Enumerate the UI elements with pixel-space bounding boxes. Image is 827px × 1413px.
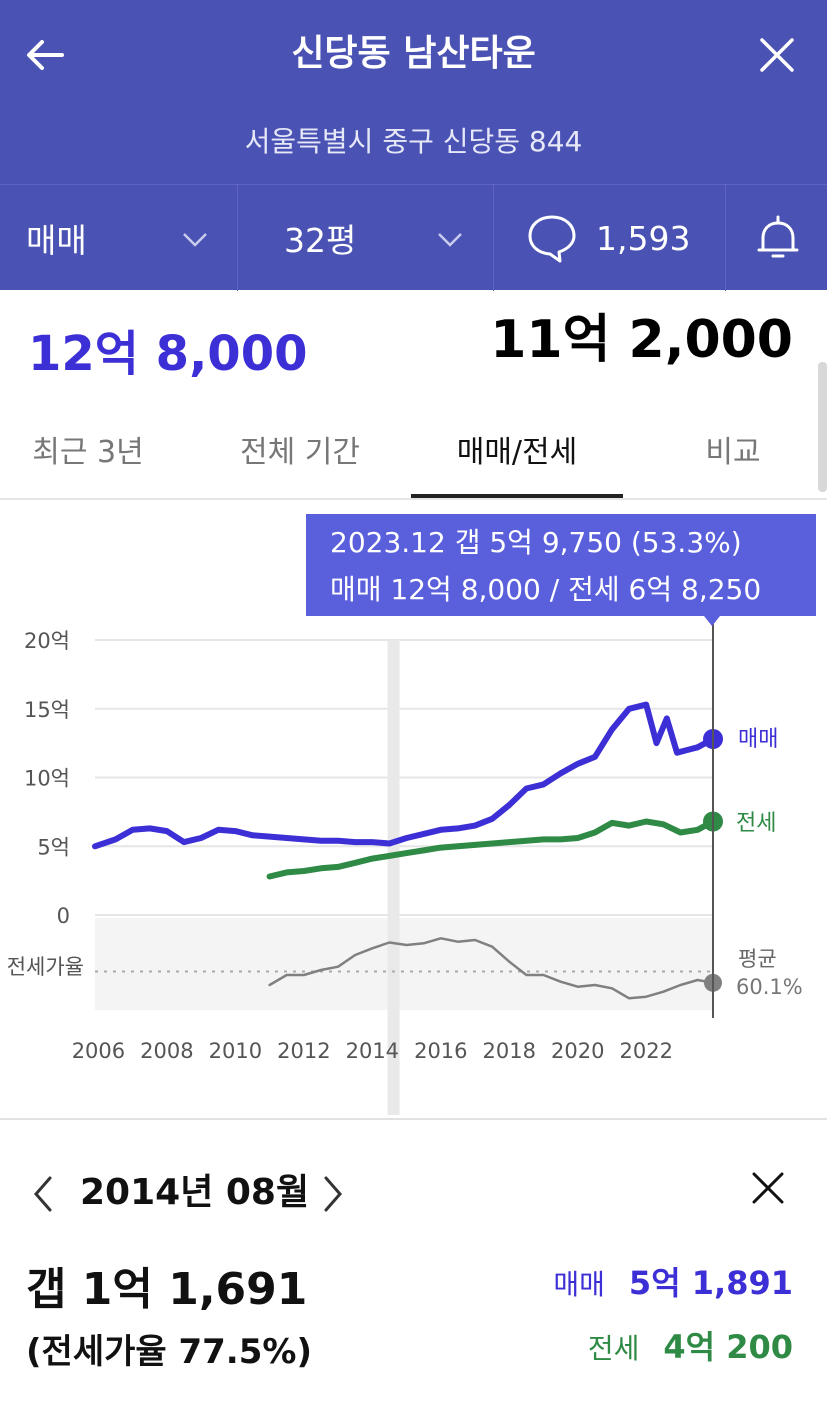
ratio-axis-label: 전세가율 [7,955,84,979]
highlight-column [387,640,400,1115]
gap-amount: 갭 1억 1,691 [26,1264,308,1315]
page-title: 신당동 남산타운 [291,33,536,74]
jeonse-value: 4억 200 [663,1328,793,1366]
active-tab-indicator [411,494,623,498]
close-icon[interactable] [748,1168,788,1208]
tooltip-box [306,514,816,616]
speech-bubble-icon [528,215,576,263]
x-tick-label: 2010 [209,1039,262,1063]
y-tick-label: 0 [57,904,70,928]
jeonse-price-line [266,818,716,880]
filter-divider [493,185,494,291]
app-header: 신당동 남산타운 서울특별시 중구 신당동 844 매매 32평 1,593 [0,0,827,291]
ratio-average-value: 60.1% [736,975,803,999]
jeonse-ratio: (전세가율 77.5%) [26,1332,312,1372]
size-value: 32평 [284,221,357,260]
tooltip-line-2: 매매 12억 8,000 / 전세 6억 8,250 [330,573,761,606]
jeonse-price-row: 전세 4억 200 [588,1322,793,1378]
scrollbar[interactable] [818,362,827,492]
chart-bottom-divider [0,1118,827,1120]
y-tick-label: 5억 [37,835,70,859]
close-icon[interactable] [754,32,800,78]
y-tick-label: 10억 [24,767,70,791]
address-text: 서울특별시 중구 신당동 844 [244,125,583,158]
secondary-price: 11억 2,000 [490,310,793,370]
selected-month: 2014년 08월 [80,1172,310,1213]
tab-compare[interactable]: 비교 [705,435,761,470]
chevron-down-icon [183,233,207,247]
x-tick-label: 2016 [414,1039,467,1063]
size-dropdown[interactable]: 32평 [284,185,474,291]
tab-sale-jeonse[interactable]: 매매/전세 [456,435,578,470]
filter-divider [725,185,726,291]
sale-value: 5억 1,891 [628,1264,793,1302]
jeonse-ratio-line [268,937,715,1000]
tab-recent-3-years[interactable]: 최근 3년 [32,435,144,470]
sale-price-line [92,701,716,850]
x-tick-label: 2014 [346,1039,399,1063]
price-chart[interactable]: 20억 15억 10억 5억 0 2006 2008 2010 2012 2014 2016 2018… [0,500,827,1120]
tooltip-pointer [704,616,720,626]
x-tick-label: 2006 [72,1039,125,1063]
sale-label: 매매 [553,1268,605,1301]
chevron-down-icon [438,233,462,247]
x-tick-label: 2022 [620,1039,673,1063]
bell-icon [757,215,799,258]
period-tabs: 최근 3년 전체 기간 매매/전세 비교 [0,400,827,500]
comment-count: 1,593 [596,218,691,258]
ratio-average-label: 평균 [738,947,777,971]
series-label-jeonse: 전세 [736,811,776,836]
x-tick-label: 2018 [483,1039,536,1063]
current-sale-price: 12억 8,000 [28,326,308,382]
ratio-band [95,918,713,1010]
tab-all-period[interactable]: 전체 기간 [240,435,360,470]
series-label-sale: 매매 [738,727,778,752]
comments-button[interactable]: 1,593 [526,185,706,291]
chevron-left-icon[interactable] [28,1174,58,1214]
chevron-right-icon[interactable] [318,1174,348,1214]
x-tick-label: 2008 [140,1039,193,1063]
price-chart-svg[interactable]: 20억 15억 10억 5억 0 2006 2008 2010 2012 2014 2016 2018… [0,500,827,1120]
alert-button[interactable] [752,185,812,291]
price-summary: 12억 8,000 11억 2,000 [0,290,827,400]
sale-price-row: 매매 5억 1,891 [553,1258,793,1314]
x-tick-label: 2020 [551,1039,604,1063]
filter-divider [237,185,238,291]
jeonse-label: 전세 [587,1332,640,1365]
month-detail-panel: 2014년 08월 갭 1억 1,691 (전세가율 77.5%) 매매 5억 1… [0,1120,827,1413]
y-tick-label: 20억 [24,629,70,653]
x-tick-label: 2012 [277,1039,330,1063]
arrow-left-icon[interactable] [22,32,68,78]
trade-type-dropdown[interactable]: 매매 [26,185,216,291]
trade-type-value: 매매 [26,221,87,260]
tooltip-line-1: 2023.12 갭 5억 9,750 (53.3%) [330,526,742,559]
filter-bar: 매매 32평 1,593 [0,184,827,291]
y-tick-label: 15억 [24,698,70,722]
